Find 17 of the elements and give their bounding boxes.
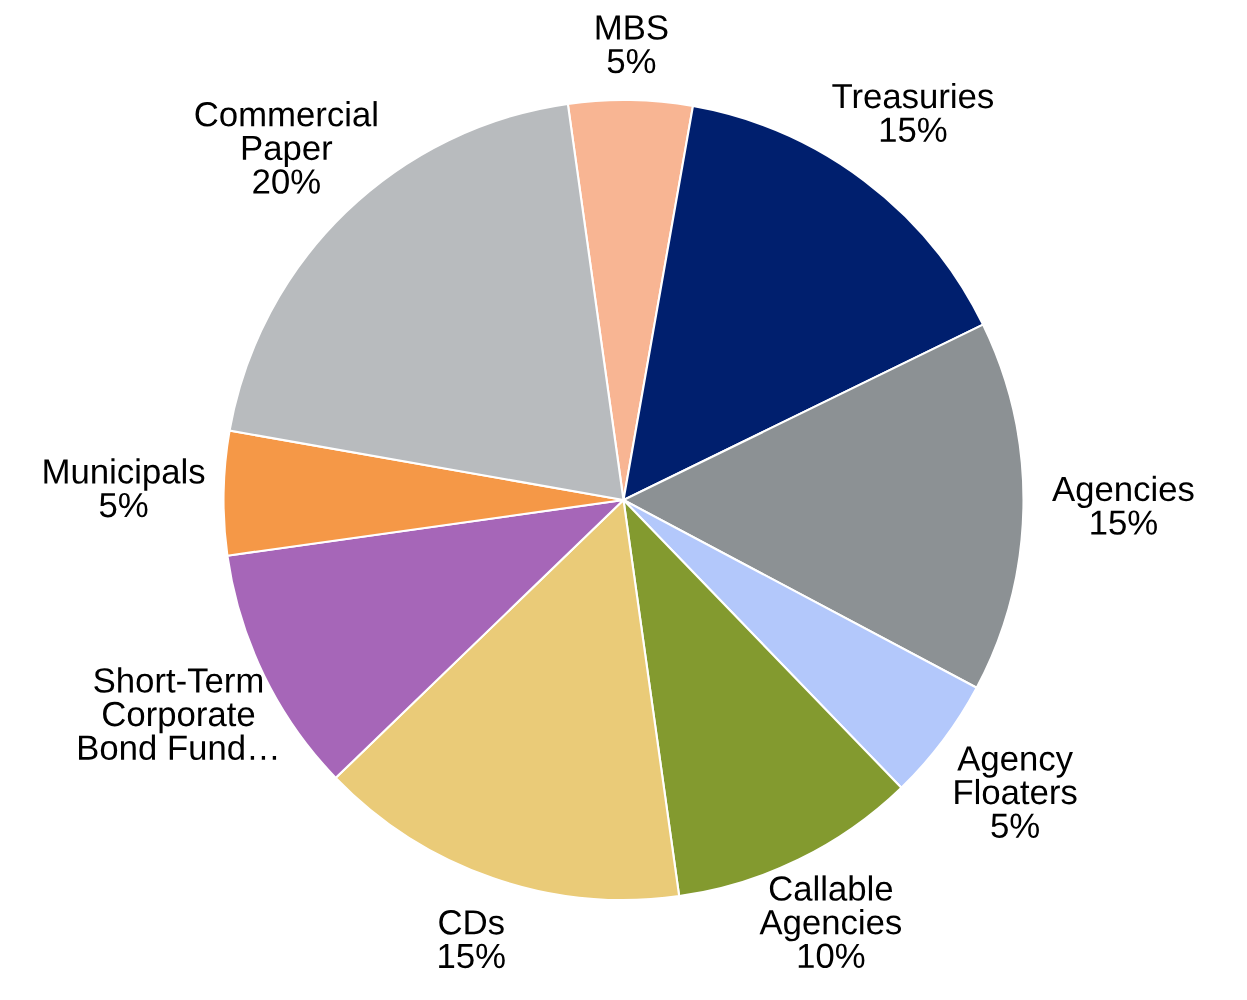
slice-label: Agencies: [1052, 475, 1194, 509]
slice-label: MBS: [596, 15, 668, 40]
data-label: 15%: [1091, 510, 1157, 535]
slice-label: Agency Floaters: [955, 746, 1077, 805]
slice-label: Municipals: [44, 458, 205, 491]
data-label: 5%: [991, 813, 1039, 839]
data-label: 5%: [607, 48, 656, 74]
slice-label: Short-Term Corporate Bond Fund…: [79, 667, 277, 760]
data-label: 15%: [439, 943, 505, 969]
data-label: 20%: [253, 169, 320, 194]
data-label: 10%: [798, 943, 865, 969]
slice-label: Commercial Paper: [195, 101, 377, 168]
data-label: 15%: [880, 117, 947, 143]
slice-label: CDs: [439, 910, 504, 935]
slice-label: Callable Agencies: [759, 875, 902, 942]
data-label: 5%: [99, 492, 148, 518]
slice-label: Treasuries: [832, 82, 994, 109]
